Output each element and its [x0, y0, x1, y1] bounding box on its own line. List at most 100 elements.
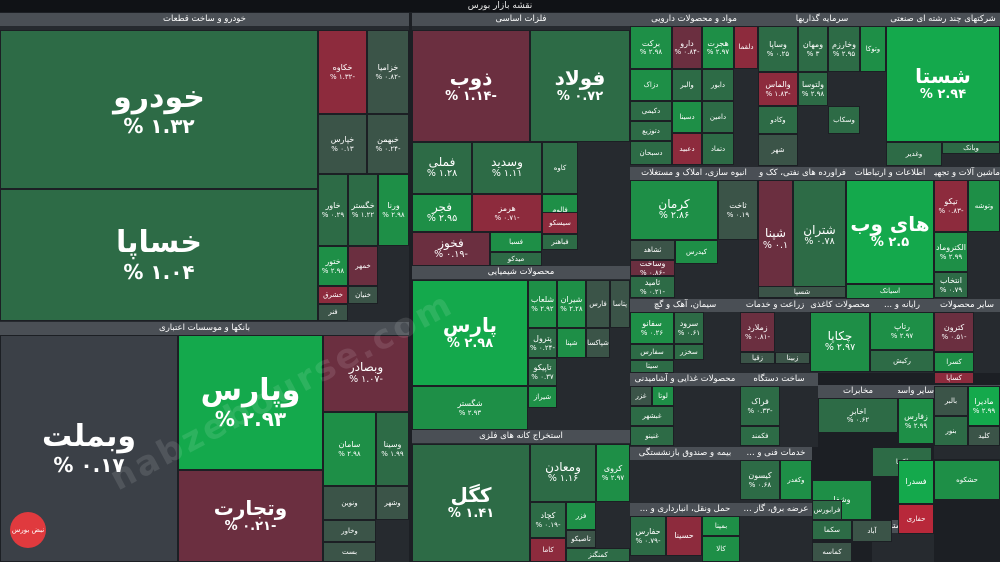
- stock-tile[interactable]: پارس ۲.۹۸ %: [412, 280, 528, 386]
- stock-tile[interactable]: خمهر: [348, 246, 378, 286]
- stock-tile[interactable]: فارس: [586, 280, 610, 328]
- stock-tile[interactable]: وکغدر۲.۹۷ %: [780, 460, 812, 500]
- sector-title[interactable]: استخراج کانه های فلزی: [412, 430, 630, 443]
- stock-tile[interactable]: غبشهر: [630, 406, 674, 426]
- stock-tile[interactable]: وساخت -۰.۸۶ %: [630, 260, 675, 276]
- stock-tile[interactable]: چکاپا ۲.۹۷ %: [810, 312, 870, 372]
- stock-tile[interactable]: بنور: [934, 416, 968, 446]
- stock-tile[interactable]: فراک -۰.۳۳ %: [740, 386, 780, 426]
- stock-tile[interactable]: خساپا ۱.۰۴ %: [0, 189, 318, 321]
- stock-tile[interactable]: الکتروماد ۲.۹۹ %: [934, 232, 968, 272]
- stock-tile[interactable]: کساپا: [934, 372, 974, 384]
- stock-tile[interactable]: تیکو -۰.۸۳ %: [934, 180, 968, 232]
- stock-tile[interactable]: وسکاب: [828, 106, 860, 134]
- stock-tile[interactable]: شگستر ۲.۹۳ %: [412, 386, 528, 430]
- stock-tile[interactable]: ومهان ۳ %: [798, 26, 828, 72]
- stock-tile[interactable]: دسینا: [672, 101, 702, 133]
- stock-tile[interactable]: رکیش: [870, 350, 934, 372]
- stock-tile[interactable]: شتران ۰.۷۸ %: [793, 180, 846, 292]
- stock-tile[interactable]: ثشاهد: [630, 240, 675, 260]
- sector-title[interactable]: سایر واسطه گریهای ...: [898, 385, 934, 398]
- stock-tile[interactable]: خودرو ۱.۳۲ %: [0, 30, 318, 189]
- stock-tile[interactable]: زملارد -۰.۸۱ %: [740, 312, 775, 352]
- stock-tile[interactable]: حفارس -۰.۷۹ %: [630, 516, 666, 556]
- stock-tile[interactable]: فملی ۱.۲۸ %: [412, 142, 472, 194]
- stock-tile[interactable]: فکمند: [740, 426, 780, 446]
- stock-tile[interactable]: دتماد: [702, 133, 734, 165]
- stock-tile[interactable]: کیسون ۰.۶۸ %: [740, 460, 780, 500]
- sector-title[interactable]: فلزات اساسی: [412, 13, 630, 26]
- sector-title[interactable]: خودرو و ساخت قطعات: [0, 13, 409, 26]
- sector-title[interactable]: محصولات شیمیایی: [412, 266, 630, 279]
- stock-tile[interactable]: سکما: [812, 520, 852, 540]
- stock-tile[interactable]: خزامیا -۰.۸۲ %: [367, 30, 409, 114]
- stock-tile[interactable]: اخابر ۰.۶۲ %: [818, 398, 898, 433]
- stock-tile[interactable]: خاور ۰.۲۹ %: [318, 174, 348, 246]
- sector-title[interactable]: بیمه و صندوق بازنشستگی: [630, 447, 740, 460]
- stock-tile[interactable]: کیدرس: [675, 240, 718, 264]
- stock-tile[interactable]: فنر: [318, 304, 348, 321]
- stock-tile[interactable]: شیراز: [528, 386, 557, 408]
- sector-title[interactable]: اطلاعات و ارتباطات: [846, 167, 934, 180]
- stock-tile[interactable]: دارو -۰.۸۴ %: [672, 26, 702, 69]
- stock-tile[interactable]: ولتوسا ۲.۹۸ %: [798, 72, 828, 106]
- stock-tile[interactable]: ثامید -۰.۲۱ %: [630, 276, 675, 298]
- stock-tile[interactable]: ذوب -۱.۱۴ %: [412, 30, 530, 142]
- stock-tile[interactable]: وغدیر: [886, 142, 942, 166]
- stock-tile[interactable]: وسینا ۱.۹۹ %: [376, 412, 409, 486]
- stock-tile[interactable]: تاصیکو: [566, 530, 596, 548]
- stock-tile[interactable]: میدکو: [490, 252, 542, 266]
- stock-tile[interactable]: دعبید: [672, 133, 702, 165]
- sector-title[interactable]: حمل ونقل، انبارداری و ...: [630, 503, 740, 516]
- stock-tile[interactable]: اسیاتک: [846, 284, 934, 299]
- stock-tile[interactable]: بست: [323, 542, 376, 562]
- stock-tile[interactable]: کلید: [968, 426, 1000, 446]
- stock-tile[interactable]: بمپنا: [702, 516, 740, 536]
- stock-tile[interactable]: کسرا: [934, 352, 974, 372]
- sector-title[interactable]: بانکها و موسسات اعتباری: [0, 322, 409, 335]
- stock-tile[interactable]: شستا ۲.۹۴ %: [886, 26, 1000, 142]
- stock-tile[interactable]: شهر: [758, 134, 798, 166]
- stock-tile[interactable]: فولاد ۰.۷۲ %: [530, 30, 630, 142]
- stock-tile[interactable]: فسبا: [490, 232, 542, 252]
- stock-tile[interactable]: خپارس ۰.۱۳ %: [318, 114, 367, 174]
- stock-tile[interactable]: فسدرا: [898, 460, 934, 504]
- stock-tile[interactable]: وتوشه: [968, 180, 1000, 232]
- stock-tile[interactable]: دامین: [702, 101, 734, 133]
- sector-title[interactable]: ساخت دستگاه: [740, 373, 818, 386]
- stock-tile[interactable]: انتخاب ۰.۷۹ %: [934, 272, 968, 298]
- stock-tile[interactable]: دابور: [702, 69, 734, 101]
- stock-tile[interactable]: غنینو: [630, 426, 674, 446]
- stock-tile[interactable]: دکیمی: [630, 101, 672, 121]
- stock-tile[interactable]: کترون -۰.۵۱ %: [934, 312, 974, 352]
- stock-tile[interactable]: زقیا: [740, 352, 775, 364]
- stock-tile[interactable]: سیسکو: [542, 212, 578, 234]
- stock-tile[interactable]: زفارس ۲.۹۹ %: [898, 398, 934, 444]
- stock-tile[interactable]: سفارس: [630, 344, 674, 360]
- stock-tile[interactable]: سفانو ۰.۲۶ %: [630, 312, 674, 344]
- stock-tile[interactable]: کگل ۱.۴۱ %: [412, 444, 530, 562]
- sector-title[interactable]: خدمات فنی و ...: [740, 447, 812, 460]
- stock-tile[interactable]: شیران ۲.۲۸ %: [557, 280, 586, 328]
- stock-tile[interactable]: سخزر: [674, 344, 704, 360]
- stock-tile[interactable]: وسدید ۱.۱۱ %: [472, 142, 542, 194]
- stock-tile[interactable]: وپارس ۲.۹۳ %: [178, 335, 323, 470]
- stock-tile[interactable]: غزر: [630, 386, 652, 406]
- stock-tile[interactable]: های وب ۲.۵ %: [846, 180, 934, 284]
- sector-title[interactable]: شرکتهای چند رشته ای صنعتی: [886, 13, 1000, 26]
- stock-tile[interactable]: وبصادر -۱.۰۷ %: [323, 335, 409, 412]
- stock-tile[interactable]: وبانک: [942, 142, 1000, 154]
- stock-tile[interactable]: دلقما: [734, 26, 758, 69]
- stock-tile[interactable]: سیتا: [630, 360, 674, 373]
- stock-tile[interactable]: هجرت ۲.۹۷ %: [702, 26, 734, 69]
- stock-tile[interactable]: کالا: [702, 536, 740, 562]
- stock-tile[interactable]: حسینا: [666, 516, 702, 556]
- sector-title[interactable]: سایر محصولات: [934, 299, 1000, 312]
- stock-tile[interactable]: آباد: [852, 520, 892, 542]
- stock-tile[interactable]: تاپیکو ۰.۳۷ %: [528, 358, 557, 386]
- stock-tile[interactable]: کروی ۲.۹۷ %: [596, 444, 630, 502]
- stock-tile[interactable]: خکاوه -۱.۳۲ %: [318, 30, 367, 114]
- sector-title[interactable]: سیمان، آهک و گچ: [630, 299, 740, 312]
- sector-title[interactable]: محصولات کاغذی: [810, 299, 870, 312]
- stock-tile[interactable]: وتجارت -۰.۲۱ %: [178, 470, 323, 562]
